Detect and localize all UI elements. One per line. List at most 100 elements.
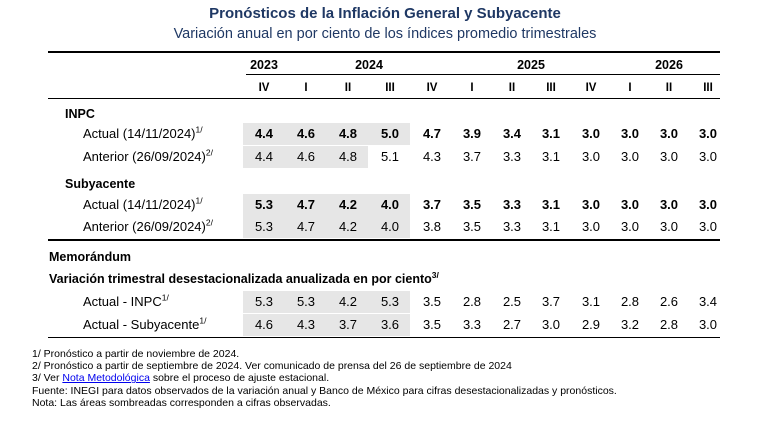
value-cell: 3.7 xyxy=(422,197,442,212)
section-inpc: INPC xyxy=(65,107,95,121)
value-cell: 3.1 xyxy=(541,219,561,234)
value-cell: 3.0 xyxy=(541,317,561,332)
value-cell: 4.6 xyxy=(296,126,316,141)
observed-shading xyxy=(243,291,410,313)
value-cell: 3.0 xyxy=(620,126,640,141)
value-cell: 3.0 xyxy=(698,219,718,234)
value-cell: 3.0 xyxy=(620,219,640,234)
value-cell: 3.3 xyxy=(502,197,522,212)
value-cell: 3.1 xyxy=(541,197,561,212)
quarter-header: I xyxy=(628,82,632,94)
value-cell: 4.0 xyxy=(380,197,400,212)
value-cell: 3.0 xyxy=(581,149,601,164)
value-cell: 3.5 xyxy=(422,317,442,332)
value-cell: 3.0 xyxy=(581,197,601,212)
value-cell: 4.8 xyxy=(338,126,358,141)
table-bottom-rule xyxy=(48,337,720,338)
row-label: Actual (14/11/2024)1/ xyxy=(83,195,203,212)
value-cell: 3.8 xyxy=(422,219,442,234)
row-label: Anterior (26/09/2024)2/ xyxy=(83,217,213,234)
year-header: 2023 xyxy=(250,58,278,72)
quarter-header: I xyxy=(470,82,474,94)
value-cell: 3.0 xyxy=(620,149,640,164)
value-cell: 3.3 xyxy=(462,317,482,332)
value-cell: 4.6 xyxy=(254,317,274,332)
value-cell: 4.2 xyxy=(338,294,358,309)
value-cell: 2.5 xyxy=(502,294,522,309)
quarter-header: I xyxy=(304,82,308,94)
section-memorandum: Memorándum xyxy=(49,250,131,264)
row-label: Actual - Subyacente1/ xyxy=(83,315,207,332)
value-cell: 2.6 xyxy=(659,294,679,309)
value-cell: 3.0 xyxy=(698,197,718,212)
value-cell: 4.2 xyxy=(338,197,358,212)
value-cell: 3.4 xyxy=(502,126,522,141)
value-cell: 3.0 xyxy=(581,219,601,234)
page-title: Pronósticos de la Inflación General y Su… xyxy=(209,5,561,22)
quarter-header: II xyxy=(665,82,673,94)
quarter-header: IV xyxy=(585,82,597,94)
value-cell: 5.3 xyxy=(380,294,400,309)
value-cell: 3.2 xyxy=(620,317,640,332)
row-label: Anterior (26/09/2024)2/ xyxy=(83,147,213,164)
value-cell: 5.3 xyxy=(254,219,274,234)
row-label: Actual - INPC1/ xyxy=(83,292,169,309)
value-cell: 3.0 xyxy=(581,126,601,141)
quarter-header: II xyxy=(508,82,516,94)
value-cell: 4.8 xyxy=(338,149,358,164)
value-cell: 5.0 xyxy=(380,126,400,141)
observed-shading xyxy=(243,216,410,238)
quarter-header: IV xyxy=(258,82,270,94)
year-header: 2024 xyxy=(355,58,383,72)
value-cell: 5.3 xyxy=(254,197,274,212)
value-cell: 3.1 xyxy=(541,149,561,164)
observed-shading xyxy=(243,146,368,168)
section-divider-rule xyxy=(48,239,720,241)
shading-note: Nota: Las áreas sombreadas corresponden … xyxy=(32,396,331,409)
value-cell: 5.1 xyxy=(380,149,400,164)
value-cell: 3.4 xyxy=(698,294,718,309)
value-cell: 3.7 xyxy=(338,317,358,332)
value-cell: 2.8 xyxy=(620,294,640,309)
value-cell: 3.7 xyxy=(462,149,482,164)
footnote-1: 1/ Pronóstico a partir de noviembre de 2… xyxy=(32,348,240,360)
value-cell: 3.6 xyxy=(380,317,400,332)
footnote-2: 2/ Pronóstico a partir de septiembre de … xyxy=(32,360,512,373)
value-cell: 2.8 xyxy=(659,317,679,332)
value-cell: 3.0 xyxy=(698,126,718,141)
page-subtitle: Variación anual en por ciento de los índ… xyxy=(173,26,597,42)
value-cell: 4.7 xyxy=(296,219,316,234)
value-cell: 2.8 xyxy=(462,294,482,309)
observed-shading xyxy=(243,314,410,336)
value-cell: 3.5 xyxy=(462,197,482,212)
observed-shading xyxy=(243,123,410,145)
value-cell: 3.3 xyxy=(502,219,522,234)
value-cell: 2.9 xyxy=(581,317,601,332)
year-header: 2026 xyxy=(655,58,683,72)
value-cell: 4.4 xyxy=(254,149,274,164)
nota-metodologica-link[interactable]: Nota Metodológica xyxy=(62,372,150,385)
value-cell: 4.7 xyxy=(296,197,316,212)
value-cell: 3.5 xyxy=(462,219,482,234)
value-cell: 3.0 xyxy=(659,197,679,212)
source-note: Fuente: INEGI para datos observados de l… xyxy=(32,384,617,397)
header-bottom-rule xyxy=(48,98,720,99)
value-cell: 4.3 xyxy=(296,317,316,332)
value-cell: 3.0 xyxy=(698,149,718,164)
quarter-header: III xyxy=(703,82,713,94)
quarter-header: II xyxy=(344,82,352,94)
value-cell: 4.0 xyxy=(380,219,400,234)
value-cell: 3.0 xyxy=(659,149,679,164)
value-cell: 3.3 xyxy=(502,149,522,164)
value-cell: 4.2 xyxy=(338,219,358,234)
value-cell: 3.7 xyxy=(541,294,561,309)
quarter-header: IV xyxy=(426,82,438,94)
observed-shading xyxy=(243,194,410,216)
value-cell: 4.3 xyxy=(422,149,442,164)
footnote-3: 3/ Ver Nota Metodológica sobre el proces… xyxy=(32,372,330,385)
value-cell: 5.3 xyxy=(296,294,316,309)
footnotes: 1/ Pronóstico a partir de noviembre de 2… xyxy=(32,348,617,409)
value-cell: 3.0 xyxy=(659,126,679,141)
value-cell: 4.6 xyxy=(296,149,316,164)
value-cell: 4.4 xyxy=(254,126,274,141)
